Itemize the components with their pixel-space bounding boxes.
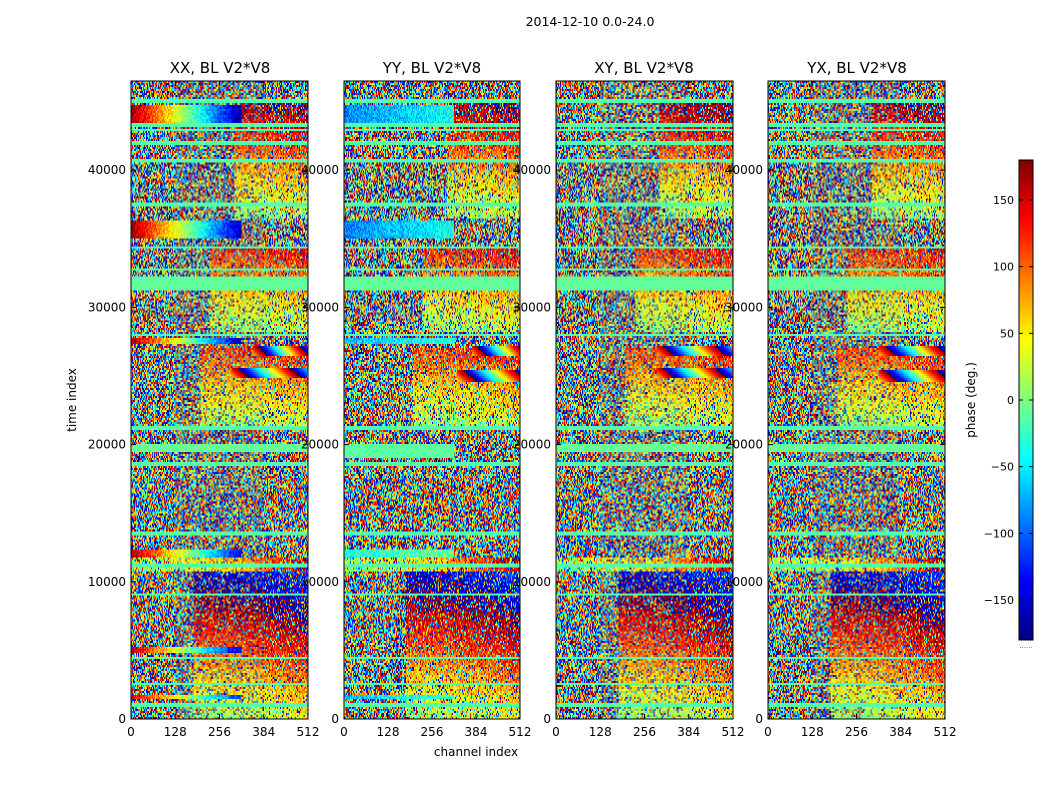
x-ticks: 0 128 256 384 512 <box>764 81 956 739</box>
phase-heatmap <box>768 81 945 719</box>
x-tick-label: 512 <box>934 725 957 739</box>
colorbar-tick-label: −50 <box>991 461 1014 474</box>
y-tick-label: 30000 <box>725 300 763 314</box>
y-tick-label: 30000 <box>88 300 126 314</box>
y-ticks: 0 10000 20000 30000 40000 <box>513 163 733 726</box>
panel-title: YX, BL V2*V8 <box>806 59 907 77</box>
panel-title: YY, BL V2*V8 <box>382 59 481 77</box>
y-tick-label: 40000 <box>301 163 339 177</box>
colorbar: 150 100 50 0 −50 −100 −150 phase (deg.) ...... <box>964 159 1034 650</box>
x-ticks: 0 128 256 384 512 <box>127 81 319 739</box>
panel-yx: YX, BL V2*V8 0 128 256 384 512 0 10000 20000 30… <box>725 59 957 739</box>
colorbar-tick-label: 50 <box>1000 327 1014 340</box>
y-tick-label: 30000 <box>513 300 551 314</box>
panel-title: XY, BL V2*V8 <box>594 59 694 77</box>
x-tick-label: 256 <box>845 725 868 739</box>
x-tick-label: 0 <box>764 725 772 739</box>
phase-heatmap <box>556 81 733 719</box>
x-tick-label: 384 <box>889 725 912 739</box>
x-tick-label: 256 <box>633 725 656 739</box>
x-axis-label: channel index <box>434 745 518 759</box>
y-tick-label: 10000 <box>301 575 339 589</box>
x-tick-label: 512 <box>509 725 532 739</box>
y-tick-label: 20000 <box>725 438 763 452</box>
x-tick-label: 512 <box>297 725 320 739</box>
panel-xx: XX, BL V2*V8 0 128 256 384 512 0 10000 20000 30… <box>88 59 320 739</box>
y-tick-label: 10000 <box>725 575 763 589</box>
y-tick-label: 0 <box>331 712 339 726</box>
x-tick-label: 128 <box>377 725 400 739</box>
x-tick-label: 384 <box>465 725 488 739</box>
x-ticks: 0 128 256 384 512 <box>552 81 744 739</box>
y-ticks: 0 10000 20000 30000 40000 <box>725 163 945 726</box>
y-tick-label: 10000 <box>513 575 551 589</box>
colorbar-tick-label: 150 <box>993 194 1014 207</box>
phase-heatmap <box>131 81 308 719</box>
panel-yy: YY, BL V2*V8 0 128 256 384 512 0 10000 20000 30… <box>301 59 532 739</box>
x-tick-label: 0 <box>340 725 348 739</box>
colorbar-label: phase (deg.) <box>964 362 978 438</box>
x-tick-label: 128 <box>589 725 612 739</box>
x-tick-label: 256 <box>208 725 231 739</box>
x-tick-label: 512 <box>722 725 745 739</box>
y-tick-label: 30000 <box>301 300 339 314</box>
x-ticks: 0 128 256 384 512 <box>340 81 531 739</box>
y-tick-label: 20000 <box>301 438 339 452</box>
colorbar-tick-label: 100 <box>993 261 1014 274</box>
y-tick-label: 20000 <box>88 438 126 452</box>
colorbar-tick-label: −100 <box>984 527 1014 540</box>
colorbar-tick-label: −150 <box>984 594 1014 607</box>
x-tick-label: 384 <box>252 725 275 739</box>
x-tick-label: 0 <box>552 725 560 739</box>
x-tick-label: 256 <box>421 725 444 739</box>
panel-title: XX, BL V2*V8 <box>170 59 271 77</box>
colorbar-note: ...... <box>1019 642 1032 650</box>
colorbar-tick-label: 0 <box>1007 394 1014 407</box>
y-ticks: 0 10000 20000 30000 40000 <box>301 163 520 726</box>
y-axis-label: time index <box>65 368 79 432</box>
y-tick-label: 10000 <box>88 575 126 589</box>
y-tick-label: 40000 <box>88 163 126 177</box>
panel-xy: XY, BL V2*V8 0 128 256 384 512 0 10000 20000 30… <box>513 59 745 739</box>
y-tick-label: 0 <box>543 712 551 726</box>
y-tick-label: 0 <box>755 712 763 726</box>
x-tick-label: 128 <box>164 725 187 739</box>
colorbar-ticks: 150 100 50 0 −50 −100 −150 <box>984 194 1033 607</box>
x-tick-label: 128 <box>801 725 824 739</box>
y-tick-label: 0 <box>118 712 126 726</box>
phase-heatmap <box>344 81 520 719</box>
figure-title: 2014-12-10 0.0-24.0 <box>526 14 655 29</box>
y-tick-label: 20000 <box>513 438 551 452</box>
y-tick-label: 40000 <box>513 163 551 177</box>
x-tick-label: 384 <box>677 725 700 739</box>
y-tick-label: 40000 <box>725 163 763 177</box>
y-ticks: 0 10000 20000 30000 40000 <box>88 163 308 726</box>
x-tick-label: 0 <box>127 725 135 739</box>
